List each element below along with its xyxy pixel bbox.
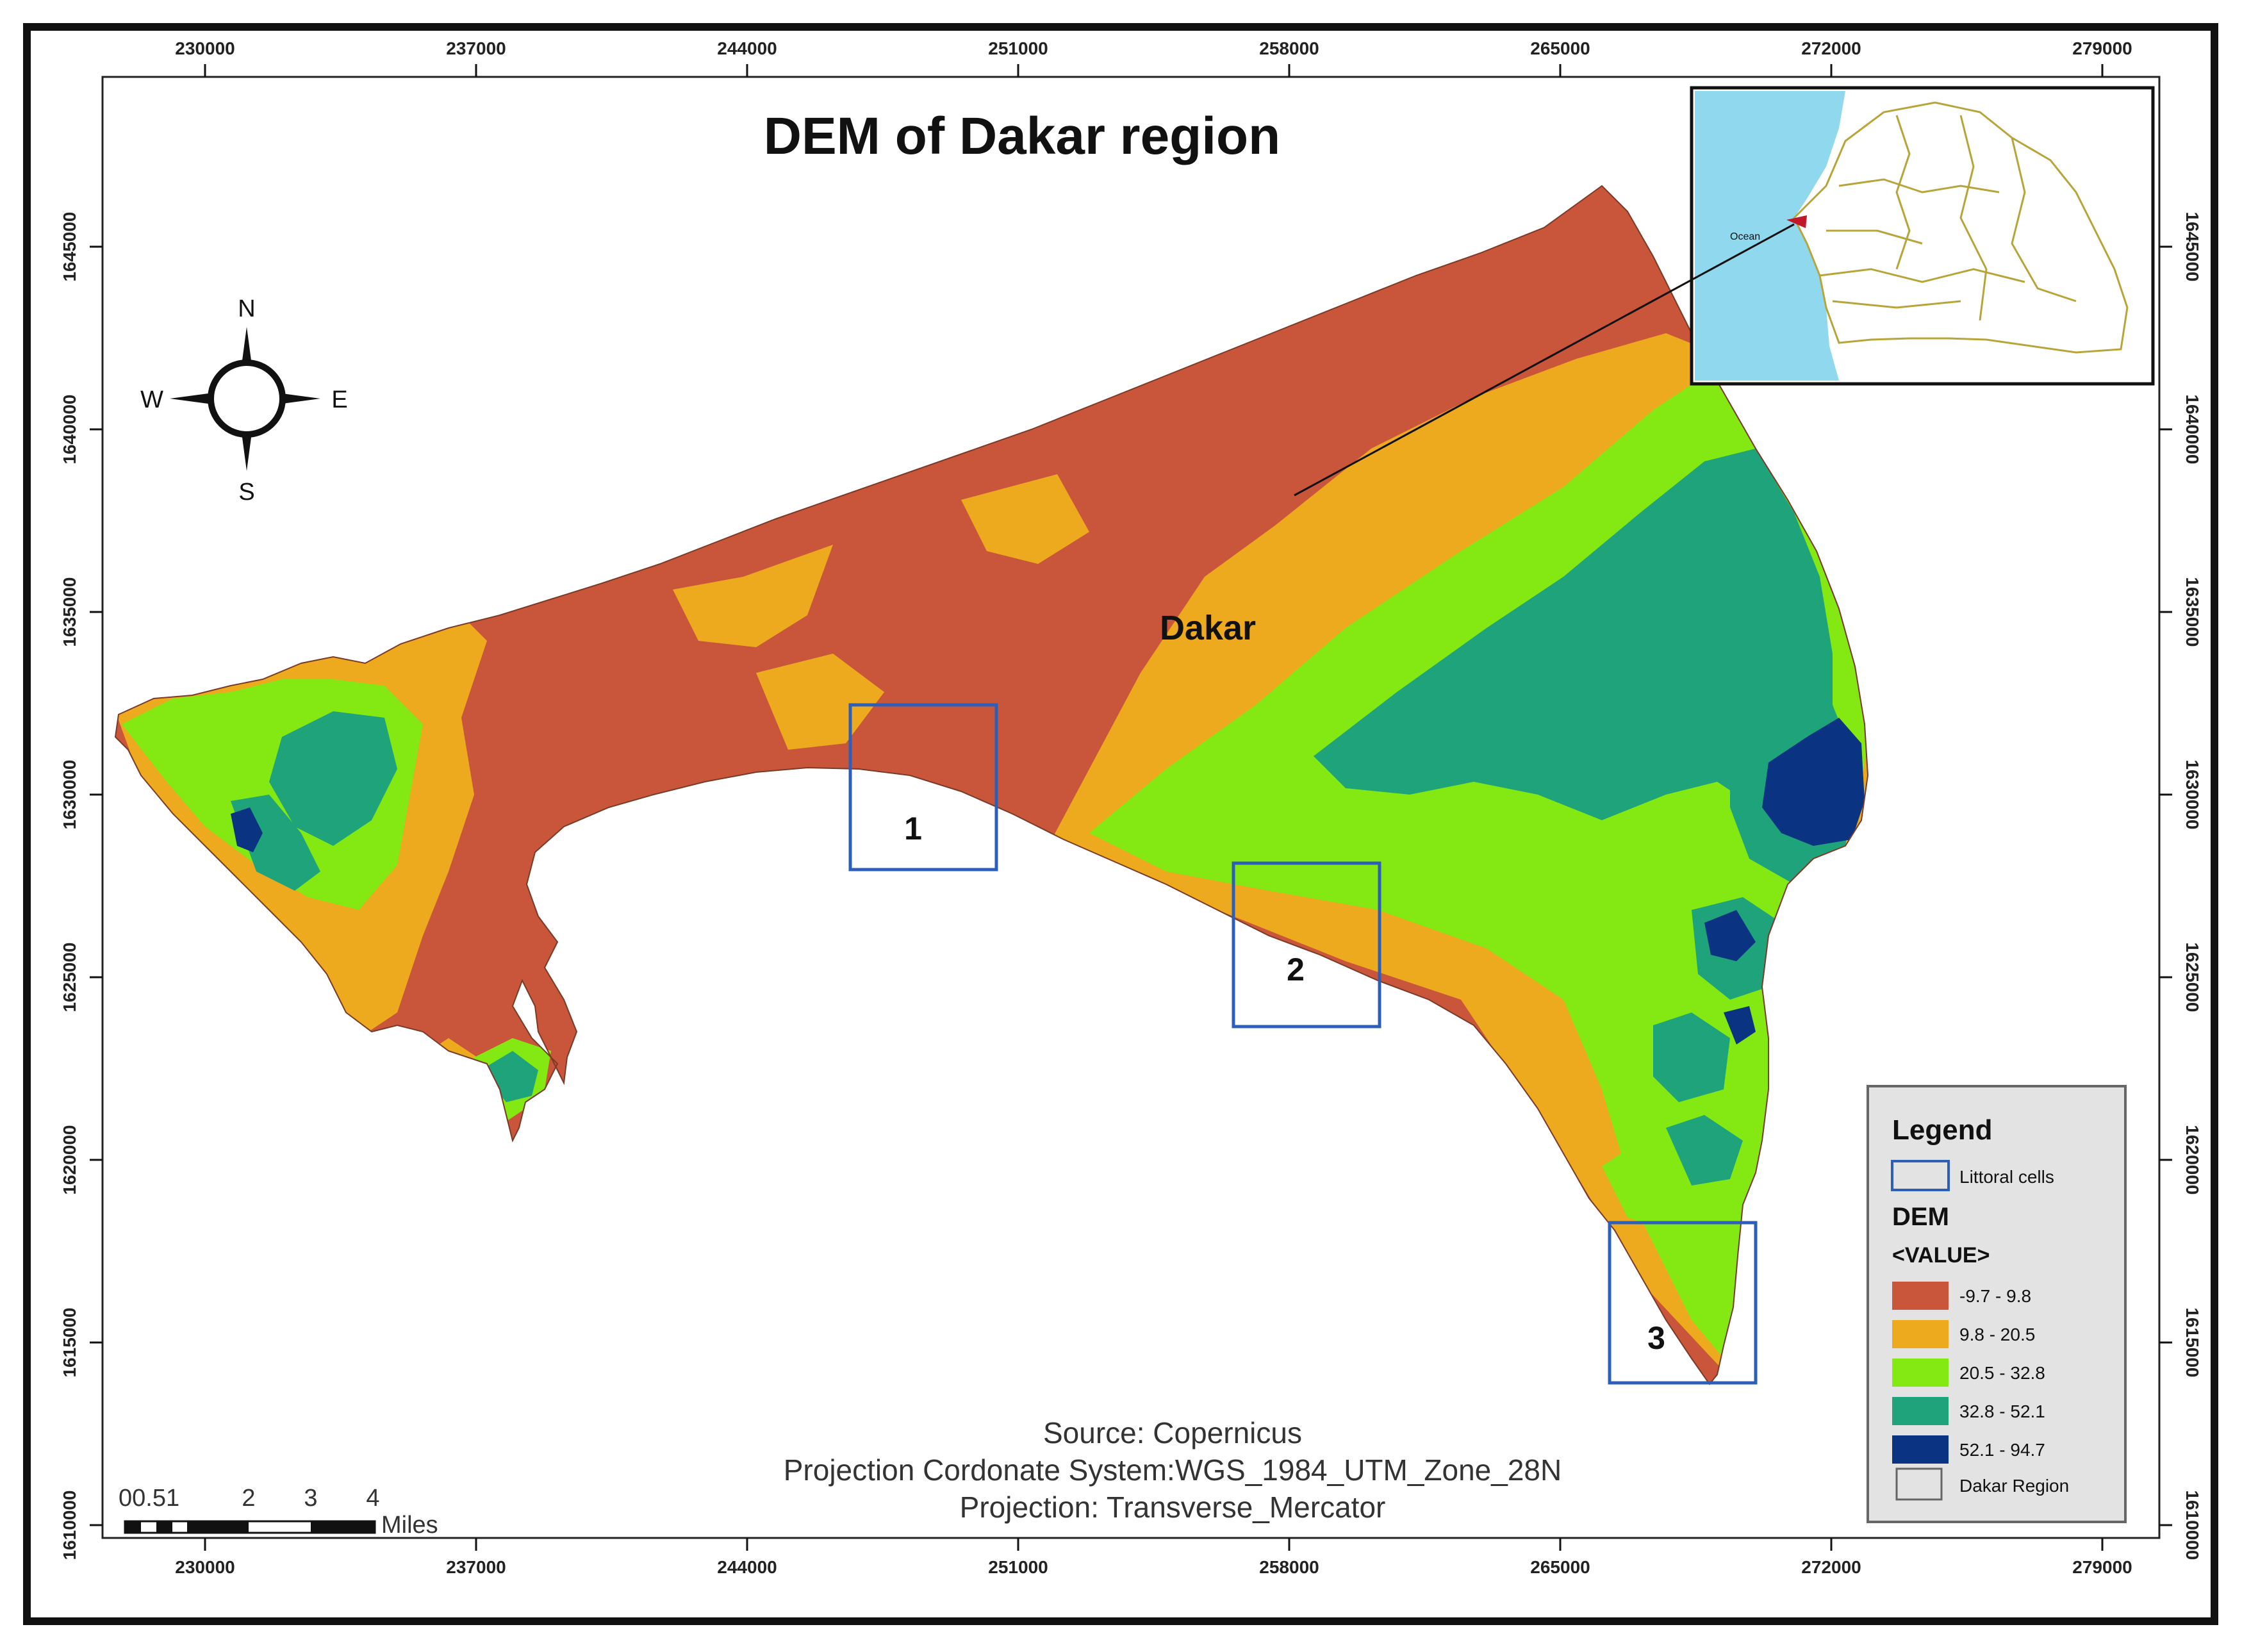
source-line-3: Projection: Transverse_Mercator xyxy=(960,1491,1386,1524)
scale-bar-unit: Miles xyxy=(381,1512,438,1539)
y-tick-label-right: 1645000 xyxy=(2182,211,2202,281)
scale-bar-seg-c xyxy=(187,1521,249,1533)
dem-class-5-area xyxy=(231,718,1865,1045)
scale-bar: 00.51 2 3 4 Miles xyxy=(119,1485,438,1539)
map-neatline xyxy=(101,76,2161,1539)
y-tick-label-left: 1615000 xyxy=(60,1307,79,1377)
scale-bar-seg-d xyxy=(311,1521,375,1533)
inset-ocean-label: Ocean xyxy=(1730,231,1760,242)
compass-e-label: E xyxy=(331,386,347,413)
legend-swatch-2 xyxy=(1892,1320,1949,1348)
littoral-cells: 1 2 3 xyxy=(848,703,1758,1385)
x-tick-label-top: 251000 xyxy=(988,38,1048,58)
y-tick-label-left: 1645000 xyxy=(60,211,79,281)
x-tick-label-bottom: 265000 xyxy=(1530,1557,1590,1577)
x-tick-label-bottom: 230000 xyxy=(175,1557,235,1577)
x-tick-label-top: 244000 xyxy=(717,38,777,58)
legend-littoral-swatch xyxy=(1891,1160,1950,1191)
legend-dem-title: DEM xyxy=(1892,1203,1949,1231)
scale-bar-numbers-left: 00.51 xyxy=(119,1485,179,1512)
compass-s-label: S xyxy=(238,479,254,506)
y-tick-label-right: 1615000 xyxy=(2182,1307,2202,1377)
legend-class-label-4: 32.8 - 52.1 xyxy=(1959,1401,2045,1421)
inset-leader-line xyxy=(1294,223,1795,497)
littoral-cell-1-box xyxy=(848,703,998,871)
inset-dakar-marker xyxy=(1786,215,1807,228)
x-tick-label-bottom: 258000 xyxy=(1259,1557,1319,1577)
legend-region-swatch xyxy=(1895,1467,1943,1501)
littoral-cell-3-label: 3 xyxy=(1647,1320,1665,1356)
compass-ring xyxy=(208,359,286,438)
littoral-cell-3-box xyxy=(1608,1221,1758,1385)
coordinate-ticks: 230000 230000 237000 237000 244000 244000 2510… xyxy=(60,38,2202,1577)
x-tick-label-bottom: 237000 xyxy=(446,1557,506,1577)
y-tick-label-left: 1625000 xyxy=(60,942,79,1012)
source-text: Source: Copernicus Projection Cordonate … xyxy=(784,1416,1562,1524)
legend-class-label-2: 9.8 - 20.5 xyxy=(1959,1325,2035,1344)
legend: Legend Littoral cells DEM <VALUE> -9.7 -… xyxy=(1867,1085,2127,1523)
compass-w-label: W xyxy=(140,386,163,413)
x-tick-label-bottom: 272000 xyxy=(1801,1557,1861,1577)
x-tick-label-top: 237000 xyxy=(446,38,506,58)
y-tick-label-right: 1625000 xyxy=(2182,942,2202,1012)
y-tick-label-right: 1640000 xyxy=(2182,394,2202,464)
x-tick-label-bottom: 251000 xyxy=(988,1557,1048,1577)
y-tick-label-left: 1630000 xyxy=(60,759,79,829)
x-tick-label-top: 279000 xyxy=(2072,38,2132,58)
legend-swatch-1 xyxy=(1892,1282,1949,1310)
y-tick-label-left: 1635000 xyxy=(60,577,79,647)
y-tick-label-right: 1630000 xyxy=(2182,759,2202,829)
legend-region-label: Dakar Region xyxy=(1959,1476,2069,1496)
x-tick-label-top: 272000 xyxy=(1801,38,1861,58)
dakar-place-label: Dakar xyxy=(1160,609,1256,647)
scale-bar-number-2: 2 xyxy=(242,1485,255,1512)
x-tick-label-top: 258000 xyxy=(1259,38,1319,58)
legend-class-label-1: -9.7 - 9.8 xyxy=(1959,1286,2031,1306)
dakar-region-outline xyxy=(114,185,1869,1385)
scale-bar-number-3: 3 xyxy=(304,1485,317,1512)
map-title: DEM of Dakar region xyxy=(764,107,1280,165)
source-line-1: Source: Copernicus xyxy=(1043,1416,1302,1450)
source-line-2: Projection Cordonate System:WGS_1984_UTM… xyxy=(784,1453,1562,1487)
y-tick-label-left: 1610000 xyxy=(60,1490,79,1560)
legend-swatch-5 xyxy=(1892,1435,1949,1464)
legend-swatch-3 xyxy=(1892,1359,1949,1387)
y-tick-label-right: 1610000 xyxy=(2182,1490,2202,1560)
littoral-cell-1-label: 1 xyxy=(904,811,922,847)
littoral-cell-2-box xyxy=(1232,861,1381,1028)
littoral-cell-2-label: 2 xyxy=(1287,952,1305,987)
y-tick-label-left: 1640000 xyxy=(60,394,79,464)
y-tick-label-right: 1620000 xyxy=(2182,1125,2202,1194)
legend-value-title: <VALUE> xyxy=(1892,1243,1990,1268)
legend-class-label-5: 52.1 - 94.7 xyxy=(1959,1440,2045,1460)
x-tick-label-bottom: 279000 xyxy=(2072,1557,2132,1577)
scale-bar-seg-b xyxy=(156,1521,172,1533)
north-arrow-compass: N S W E xyxy=(140,295,348,506)
legend-littoral-label: Littoral cells xyxy=(1959,1167,2054,1187)
legend-classes: -9.7 - 9.8 9.8 - 20.5 20.5 - 32.8 32.8 - 52… xyxy=(1892,1282,2045,1464)
inset-ocean xyxy=(1695,91,1845,381)
legend-title: Legend xyxy=(1892,1114,1992,1146)
y-tick-label-right: 1635000 xyxy=(2182,577,2202,647)
legend-class-label-3: 20.5 - 32.8 xyxy=(1959,1363,2045,1383)
legend-swatch-4 xyxy=(1892,1397,1949,1425)
inset-region-boundaries xyxy=(1793,101,2129,354)
x-tick-label-bottom: 244000 xyxy=(717,1557,777,1577)
inset-locator-map: Ocean xyxy=(1690,86,2155,386)
scale-bar-number-4: 4 xyxy=(366,1485,379,1512)
x-tick-label-top: 265000 xyxy=(1530,38,1590,58)
y-tick-label-left: 1620000 xyxy=(60,1125,79,1194)
scale-bar-seg-a xyxy=(125,1521,141,1533)
compass-n-label: N xyxy=(238,295,255,322)
x-tick-label-top: 230000 xyxy=(175,38,235,58)
